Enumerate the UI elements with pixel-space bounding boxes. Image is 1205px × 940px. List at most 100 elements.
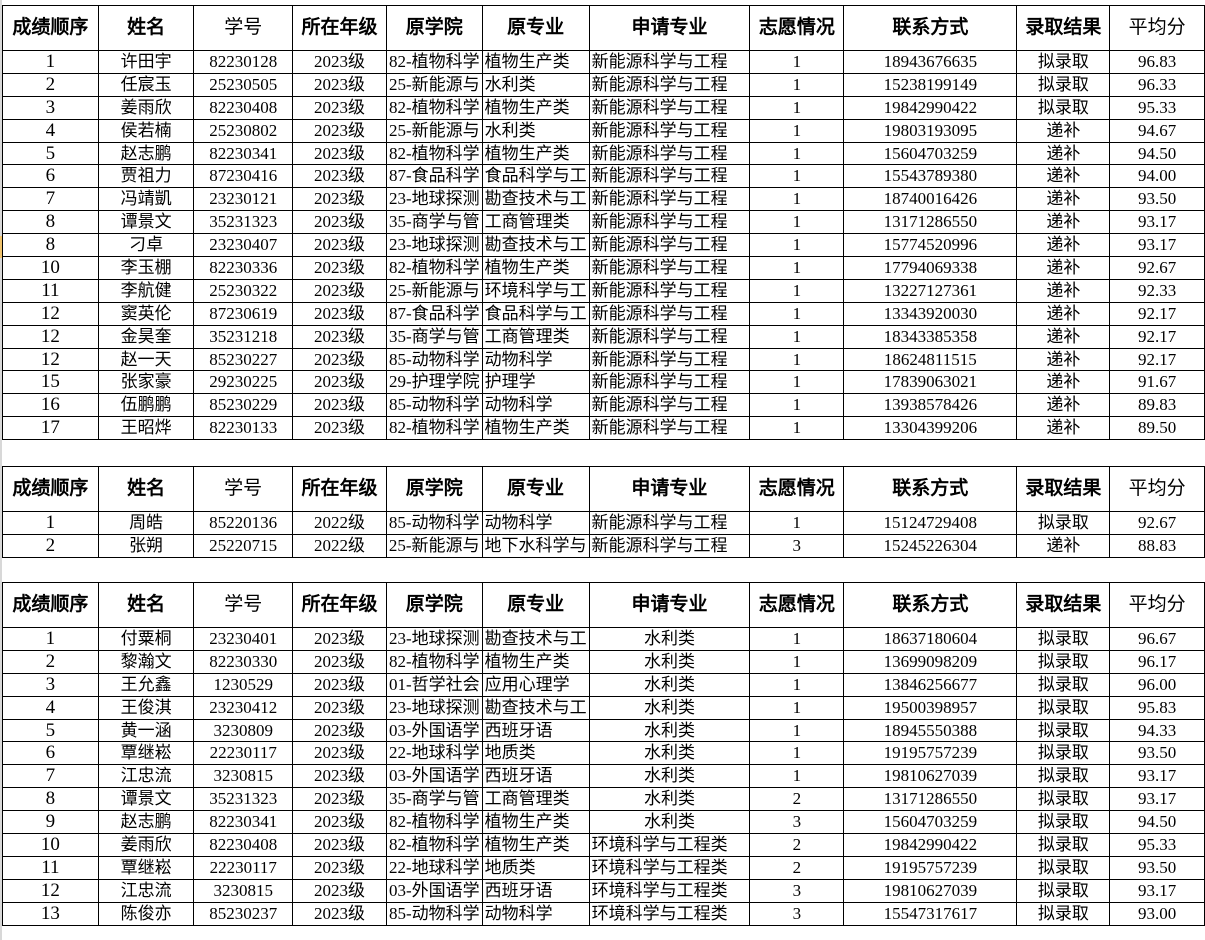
header-applied-major[interactable]: 申请专业 bbox=[588, 466, 751, 512]
cell-admission-result[interactable]: 拟录取 bbox=[1016, 718, 1111, 743]
cell-rank[interactable]: 10 bbox=[2, 833, 99, 857]
cell-original-major[interactable]: 地质类 bbox=[481, 741, 590, 766]
cell-student-id[interactable]: 35231218 bbox=[193, 324, 294, 349]
header-admission-result[interactable]: 录取结果 bbox=[1016, 5, 1111, 51]
cell-grade[interactable]: 2023级 bbox=[292, 878, 387, 903]
cell-average-score[interactable]: 92.67 bbox=[1109, 256, 1205, 280]
cell-average-score[interactable]: 96.33 bbox=[1109, 72, 1205, 97]
cell-name[interactable]: 姜雨欣 bbox=[97, 833, 195, 857]
cell-average-score[interactable]: 92.17 bbox=[1109, 301, 1205, 326]
cell-grade[interactable]: 2023级 bbox=[292, 855, 387, 880]
cell-original-major[interactable]: 植物生产类 bbox=[481, 50, 590, 74]
cell-rank[interactable]: 4 bbox=[2, 118, 99, 143]
cell-rank[interactable]: 12 bbox=[2, 301, 99, 326]
cell-grade[interactable]: 2023级 bbox=[292, 833, 387, 857]
cell-rank[interactable]: 13 bbox=[2, 901, 99, 926]
cell-original-college[interactable]: 82-植物科学 bbox=[385, 141, 483, 166]
cell-grade[interactable]: 2023级 bbox=[292, 118, 387, 143]
cell-contact[interactable]: 19195757239 bbox=[843, 855, 1018, 880]
cell-preference[interactable]: 1 bbox=[749, 764, 845, 789]
cell-admission-result[interactable]: 递补 bbox=[1016, 416, 1111, 441]
cell-student-id[interactable]: 23230121 bbox=[193, 187, 294, 212]
cell-contact[interactable]: 19195757239 bbox=[843, 741, 1018, 766]
cell-contact[interactable]: 18740016426 bbox=[843, 187, 1018, 212]
cell-admission-result[interactable]: 拟录取 bbox=[1016, 810, 1111, 835]
cell-preference[interactable]: 2 bbox=[749, 787, 845, 812]
cell-preference[interactable]: 3 bbox=[749, 533, 845, 558]
cell-name[interactable]: 周皓 bbox=[97, 511, 195, 535]
cell-rank[interactable]: 5 bbox=[2, 718, 99, 743]
cell-original-major[interactable]: 食品科学与工 bbox=[481, 301, 590, 326]
header-applied-major[interactable]: 申请专业 bbox=[588, 582, 751, 628]
cell-original-major[interactable]: 勘查技术与工 bbox=[481, 187, 590, 212]
cell-applied-major[interactable]: 新能源科学与工程 bbox=[588, 141, 751, 166]
cell-original-college[interactable]: 85-动物科学 bbox=[385, 347, 483, 372]
header-rank[interactable]: 成绩顺序 bbox=[2, 5, 99, 51]
cell-original-college[interactable]: 82-植物科学 bbox=[385, 649, 483, 674]
cell-applied-major[interactable]: 新能源科学与工程 bbox=[588, 233, 751, 258]
cell-original-major[interactable]: 地下水科学与 bbox=[481, 533, 590, 558]
cell-grade[interactable]: 2023级 bbox=[292, 210, 387, 235]
cell-grade[interactable]: 2023级 bbox=[292, 278, 387, 303]
cell-grade[interactable]: 2023级 bbox=[292, 901, 387, 926]
header-admission-result[interactable]: 录取结果 bbox=[1016, 582, 1111, 628]
cell-admission-result[interactable]: 拟录取 bbox=[1016, 833, 1111, 857]
cell-preference[interactable]: 1 bbox=[749, 164, 845, 189]
header-original-major[interactable]: 原专业 bbox=[481, 582, 590, 628]
cell-grade[interactable]: 2023级 bbox=[292, 649, 387, 674]
cell-rank[interactable]: 12 bbox=[2, 347, 99, 372]
cell-rank[interactable]: 5 bbox=[2, 141, 99, 166]
cell-average-score[interactable]: 93.17 bbox=[1109, 210, 1205, 235]
cell-rank[interactable]: 3 bbox=[2, 95, 99, 120]
cell-average-score[interactable]: 95.33 bbox=[1109, 833, 1205, 857]
cell-original-college[interactable]: 35-商学与管 bbox=[385, 324, 483, 349]
cell-preference[interactable]: 1 bbox=[749, 210, 845, 235]
cell-rank[interactable]: 1 bbox=[2, 511, 99, 535]
cell-grade[interactable]: 2023级 bbox=[292, 50, 387, 74]
cell-average-score[interactable]: 96.67 bbox=[1109, 627, 1205, 651]
cell-original-college[interactable]: 87-食品科学 bbox=[385, 301, 483, 326]
cell-contact[interactable]: 13171286550 bbox=[843, 787, 1018, 812]
cell-applied-major[interactable]: 新能源科学与工程 bbox=[588, 256, 751, 280]
cell-preference[interactable]: 1 bbox=[749, 393, 845, 418]
cell-grade[interactable]: 2023级 bbox=[292, 627, 387, 651]
cell-average-score[interactable]: 93.17 bbox=[1109, 787, 1205, 812]
cell-name[interactable]: 付粟桐 bbox=[97, 627, 195, 651]
header-preference[interactable]: 志愿情况 bbox=[749, 5, 845, 51]
cell-student-id[interactable]: 35231323 bbox=[193, 787, 294, 812]
cell-preference[interactable]: 1 bbox=[749, 347, 845, 372]
header-original-major[interactable]: 原专业 bbox=[481, 466, 590, 512]
cell-student-id[interactable]: 85230227 bbox=[193, 347, 294, 372]
cell-contact[interactable]: 18943676635 bbox=[843, 50, 1018, 74]
cell-rank[interactable]: 17 bbox=[2, 416, 99, 441]
cell-original-major[interactable]: 植物生产类 bbox=[481, 649, 590, 674]
cell-original-major[interactable]: 水利类 bbox=[481, 118, 590, 143]
cell-preference[interactable]: 1 bbox=[749, 278, 845, 303]
cell-applied-major[interactable]: 新能源科学与工程 bbox=[588, 511, 751, 535]
cell-admission-result[interactable]: 拟录取 bbox=[1016, 649, 1111, 674]
cell-student-id[interactable]: 87230619 bbox=[193, 301, 294, 326]
cell-admission-result[interactable]: 递补 bbox=[1016, 187, 1111, 212]
cell-original-college[interactable]: 25-新能源与 bbox=[385, 278, 483, 303]
cell-applied-major[interactable]: 新能源科学与工程 bbox=[588, 187, 751, 212]
cell-original-college[interactable]: 82-植物科学 bbox=[385, 95, 483, 120]
cell-rank[interactable]: 2 bbox=[2, 649, 99, 674]
cell-contact[interactable]: 15547317617 bbox=[843, 901, 1018, 926]
cell-applied-major[interactable]: 新能源科学与工程 bbox=[588, 393, 751, 418]
cell-name[interactable]: 任宸玉 bbox=[97, 72, 195, 97]
cell-name[interactable]: 冯靖凱 bbox=[97, 187, 195, 212]
cell-contact[interactable]: 19810627039 bbox=[843, 878, 1018, 903]
cell-average-score[interactable]: 93.17 bbox=[1109, 764, 1205, 789]
cell-contact[interactable]: 15774520996 bbox=[843, 233, 1018, 258]
cell-student-id[interactable]: 82230408 bbox=[193, 95, 294, 120]
cell-student-id[interactable]: 82230128 bbox=[193, 50, 294, 74]
cell-name[interactable]: 张家豪 bbox=[97, 370, 195, 395]
cell-student-id[interactable]: 82230330 bbox=[193, 649, 294, 674]
cell-contact[interactable]: 15543789380 bbox=[843, 164, 1018, 189]
cell-rank[interactable]: 9 bbox=[2, 810, 99, 835]
cell-original-major[interactable]: 植物生产类 bbox=[481, 416, 590, 441]
cell-admission-result[interactable]: 拟录取 bbox=[1016, 787, 1111, 812]
cell-name[interactable]: 覃继崧 bbox=[97, 855, 195, 880]
cell-applied-major[interactable]: 新能源科学与工程 bbox=[588, 278, 751, 303]
header-original-college[interactable]: 原学院 bbox=[385, 582, 483, 628]
